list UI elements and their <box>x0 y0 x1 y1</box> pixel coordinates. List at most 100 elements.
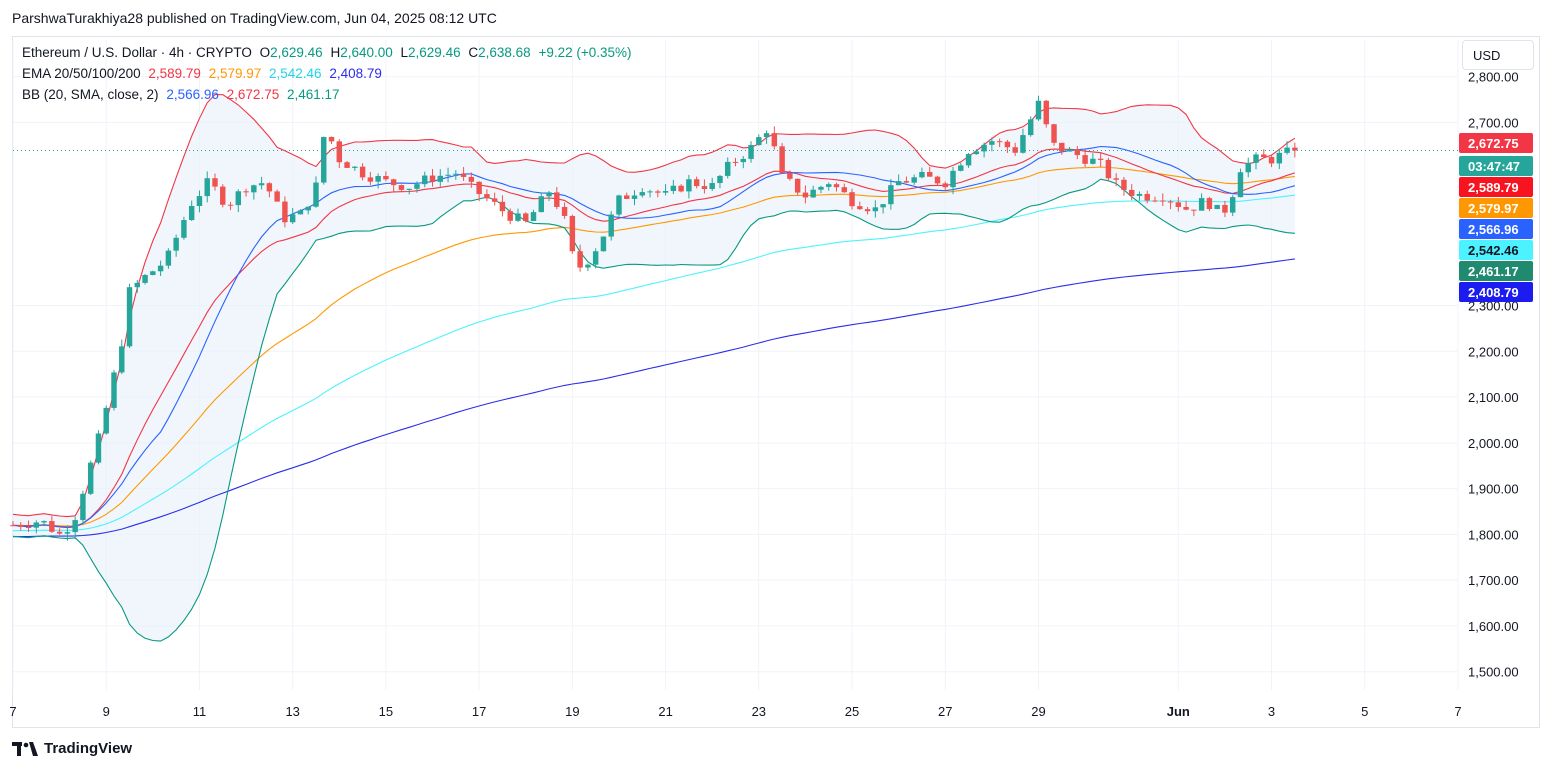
candles <box>10 95 1298 541</box>
price-tag-bg <box>1459 219 1533 239</box>
candle-body <box>134 282 141 288</box>
candle-body <box>1253 154 1259 163</box>
candle-body <box>220 186 226 205</box>
candle-body <box>802 192 809 198</box>
y-tick-label: 1,800.00 <box>1468 527 1519 542</box>
candle-body <box>181 220 187 238</box>
candle-body <box>1175 202 1182 207</box>
candle-body <box>1198 198 1205 211</box>
y-tick-label: 2,200.00 <box>1468 344 1519 359</box>
candle-body <box>1082 155 1088 164</box>
candle-body <box>1191 209 1197 211</box>
bb-legend[interactable]: BB (20, SMA, close, 2) 2,566.96 2,672.75… <box>22 87 344 102</box>
candle-body <box>771 133 778 147</box>
bb-upper-line <box>12 93 1296 518</box>
x-tick-label: 7 <box>9 704 16 719</box>
candle-body <box>538 196 544 213</box>
candle-body <box>1214 204 1220 209</box>
candle-body <box>266 183 273 192</box>
x-tick-label: Jun <box>1167 704 1190 719</box>
price-tag-label: 2,461.17 <box>1468 264 1519 279</box>
x-tick-label: 7 <box>1454 704 1461 719</box>
candle-body <box>616 195 622 215</box>
candle-body <box>826 184 832 187</box>
ohlc-legend: Ethereum / U.S. Dollar · 4h · CRYPTO O2,… <box>22 45 636 60</box>
candle-body <box>468 176 475 182</box>
candle-body <box>725 161 731 176</box>
candle-body <box>64 532 71 534</box>
bb-lower-line <box>12 178 1295 642</box>
tradingview-logo-icon <box>12 741 38 756</box>
candle-body <box>1292 147 1298 151</box>
candle-body <box>1136 193 1143 196</box>
candle-body <box>763 133 770 138</box>
candle-body <box>895 181 902 186</box>
ema200-line <box>12 258 1295 538</box>
candle-body <box>647 191 653 193</box>
candle-body <box>841 187 847 193</box>
candle-body <box>321 136 327 183</box>
candle-body <box>693 179 700 187</box>
candle-body <box>1043 100 1049 125</box>
candle-body <box>701 186 708 190</box>
candle-body <box>196 196 203 207</box>
candle-body <box>1160 200 1166 202</box>
tradingview-brand: TradingView <box>44 740 133 757</box>
tradingview-logo: TradingView <box>12 740 132 757</box>
candle-body <box>1035 100 1042 120</box>
candle-body <box>608 214 614 237</box>
candle-body <box>585 264 591 268</box>
candle-body <box>958 165 964 171</box>
candle-body <box>352 166 358 168</box>
candle-body <box>1051 124 1057 143</box>
candle-body <box>1276 152 1283 164</box>
candle-body <box>507 211 513 221</box>
currency-selector[interactable]: USD <box>1462 40 1534 70</box>
candle-body <box>1004 141 1011 148</box>
candle-body <box>445 174 451 176</box>
candle-body <box>880 204 886 208</box>
candle-body <box>25 526 32 528</box>
candle-body <box>10 525 16 527</box>
candle-body <box>523 213 529 221</box>
candle-body <box>794 178 801 193</box>
candle-body <box>313 182 319 207</box>
ema-legend[interactable]: EMA 20/50/100/200 2,589.79 2,579.97 2,54… <box>22 66 386 81</box>
candle-body <box>491 198 498 202</box>
candle-body <box>818 186 824 190</box>
candle-body <box>965 154 972 166</box>
candle-body <box>662 191 669 193</box>
candle-body <box>973 151 980 155</box>
symbol-label[interactable]: Ethereum / U.S. Dollar · 4h · CRYPTO <box>22 45 252 60</box>
candle-body <box>414 184 420 189</box>
candle-body <box>1012 147 1018 153</box>
candle-body <box>631 195 638 199</box>
candle-body <box>950 170 956 188</box>
candle-body <box>1206 198 1213 209</box>
y-tick-label: 2,800.00 <box>1468 70 1519 85</box>
candle-body <box>1268 157 1275 164</box>
y-tick-label: 1,600.00 <box>1468 619 1519 634</box>
candle-body <box>305 206 311 211</box>
candle-body <box>1113 178 1119 180</box>
candle-body <box>41 521 47 523</box>
candle-body <box>1284 147 1290 153</box>
candle-body <box>383 176 389 180</box>
candle-body <box>996 141 1003 143</box>
candle-body <box>857 206 863 210</box>
price-tag-label: 2,589.79 <box>1468 180 1519 195</box>
price-tag-label: 2,566.96 <box>1468 222 1519 237</box>
x-tick-label: 23 <box>752 704 766 719</box>
price-tag-bg <box>1459 240 1533 260</box>
candle-body <box>150 271 156 275</box>
candle-body <box>911 177 917 183</box>
candle-body <box>787 172 793 179</box>
candle-body <box>476 181 482 195</box>
candle-body <box>678 185 684 192</box>
candle-body <box>157 265 164 272</box>
candle-body <box>686 179 692 192</box>
price-tag-bg <box>1459 156 1533 176</box>
close-value: 2,638.68 <box>478 45 531 60</box>
candle-body <box>833 184 840 188</box>
